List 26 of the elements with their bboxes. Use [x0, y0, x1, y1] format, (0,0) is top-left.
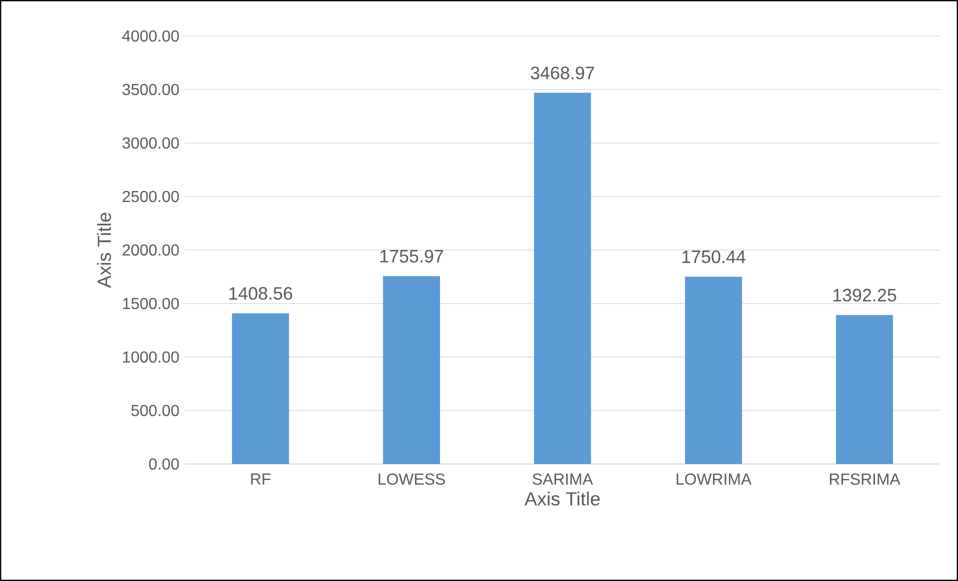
y-axis-title: Axis Title	[97, 212, 112, 288]
data-label: 1408.56	[229, 287, 292, 300]
bar	[383, 276, 440, 464]
y-tick-label: 4000.00	[122, 30, 179, 42]
y-tick-label: 0.00	[149, 458, 179, 470]
x-tick-label: RF	[251, 474, 270, 484]
data-label: 1392.25	[833, 288, 896, 302]
bar	[836, 315, 894, 464]
x-tick-label: RFSRIMA	[830, 474, 900, 485]
x-tick-label: LOWESS	[378, 474, 445, 485]
y-tick-label: 1000.00	[123, 351, 179, 363]
data-label: 3468.97	[530, 66, 594, 80]
x-tick-label: LOWRIMA	[676, 474, 752, 485]
y-tick-label: 3500.00	[122, 84, 179, 96]
y-tick-label: 500.00	[131, 404, 179, 416]
y-tick-label: 3000.00	[122, 137, 179, 149]
y-tick-label: 1500.00	[123, 298, 179, 310]
data-label: 1750.44	[682, 250, 746, 264]
data-label: 1755.97	[380, 250, 444, 263]
x-axis-title: Axis Title	[524, 492, 600, 506]
bar	[232, 313, 290, 464]
bar	[534, 92, 592, 464]
bar	[685, 276, 742, 464]
y-tick-label: 2500.00	[122, 190, 179, 202]
x-tick-label: SARIMA	[532, 474, 594, 485]
y-tick-label: 2000.00	[122, 244, 179, 256]
